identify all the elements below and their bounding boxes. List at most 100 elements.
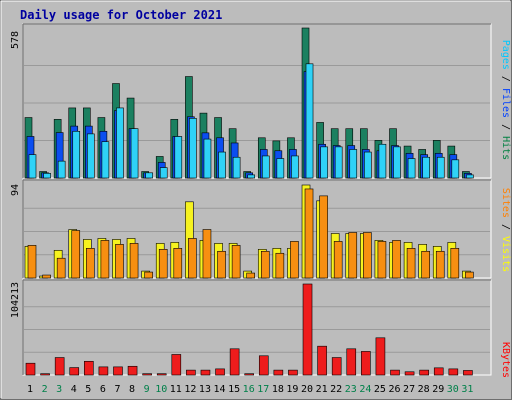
bar-sites-day-9: [144, 271, 153, 279]
svg-text:Pages / Files / Hits: Pages / Files / Hits: [500, 40, 511, 160]
bar-kbytes-day-10: [156, 373, 167, 376]
panel-3-frame: [22, 279, 492, 376]
bar-kbytes-day-6: [98, 366, 109, 376]
x-tick-label: 31: [461, 384, 473, 395]
bar-kbytes-day-29: [433, 367, 444, 376]
bar-sites-day-24: [363, 232, 372, 279]
bar-sites-day-25: [377, 241, 387, 279]
x-tick-label: 3: [56, 384, 62, 395]
bar-sites-day-27: [406, 248, 416, 279]
bar-kbytes-day-28: [419, 369, 429, 376]
x-tick-label: 27: [403, 384, 415, 395]
bar-sites-day-15: [231, 245, 241, 279]
x-tick-label: 20: [301, 384, 313, 395]
bar-kbytes-day-25: [375, 337, 386, 376]
bar-pages-day-6: [101, 141, 110, 179]
bar-pages-day-12: [189, 118, 197, 179]
bar-pages-day-17: [261, 155, 270, 179]
panel2-ymax-label: 94: [10, 184, 21, 196]
bar-sites-day-29: [435, 250, 445, 279]
legend-hits: Hits: [500, 136, 511, 160]
x-tick-label: 28: [418, 384, 430, 395]
bar-sites-day-5: [86, 248, 95, 279]
x-tick-label: 10: [155, 384, 167, 395]
panel1-ymax-label: 578: [10, 31, 21, 49]
bar-kbytes-day-26: [390, 369, 400, 376]
bar-pages-day-4: [72, 130, 81, 179]
x-tick-label: 5: [85, 384, 91, 395]
bar-kbytes-day-1: [25, 362, 36, 376]
bar-kbytes-day-18: [273, 369, 284, 376]
x-tick-label: 17: [257, 384, 269, 395]
bar-sites-day-21: [319, 195, 328, 279]
bar-pages-day-21: [320, 146, 328, 179]
bar-pages-day-30: [451, 159, 460, 179]
bar-sites-day-8: [129, 243, 139, 279]
bar-pages-day-15: [232, 156, 241, 179]
bar-kbytes-day-15: [229, 348, 240, 376]
x-tick-label: 13: [199, 384, 211, 395]
x-tick-label: 7: [114, 384, 120, 395]
legend-visits: Visits: [500, 236, 511, 272]
bar-sites-day-16: [246, 272, 255, 279]
x-tick-label: 4: [71, 384, 77, 395]
bar-kbytes-day-4: [69, 367, 80, 376]
bar-sites-day-26: [392, 240, 401, 279]
bar-pages-day-27: [407, 158, 416, 179]
legend-pages: Pages: [500, 40, 511, 70]
bar-sites-day-19: [290, 241, 299, 279]
legend-files: Files: [500, 88, 511, 118]
bar-kbytes-day-3: [54, 357, 65, 376]
legend-sites: Sites: [500, 188, 511, 218]
bar-sites-day-6: [100, 240, 110, 279]
bar-pages-day-8: [130, 128, 139, 179]
bar-pages-day-20: [305, 63, 314, 179]
bar-kbytes-day-7: [113, 366, 123, 376]
svg-text:Sites / Visits: Sites / Visits: [500, 188, 511, 272]
bar-kbytes-day-21: [317, 345, 327, 376]
bar-sites-day-20: [304, 188, 314, 279]
bar-sites-day-2: [42, 274, 51, 279]
x-tick-label: 23: [345, 384, 357, 395]
x-tick-label: 26: [388, 384, 400, 395]
bar-sites-day-18: [275, 252, 285, 279]
x-tick-label: 11: [170, 384, 182, 395]
bar-pages-day-13: [203, 138, 212, 179]
bar-kbytes-day-24: [361, 351, 371, 376]
panel3-ymax-label: 104213: [10, 282, 21, 318]
x-tick-label: 29: [432, 384, 444, 395]
bar-pages-day-25: [378, 143, 387, 179]
bar-pages-day-19: [291, 155, 299, 179]
bar-kbytes-day-30: [448, 368, 459, 376]
x-tick-label: 15: [228, 384, 240, 395]
bar-pages-day-11: [174, 136, 183, 179]
bar-kbytes-day-27: [404, 371, 415, 376]
bar-pages-day-3: [57, 160, 66, 179]
x-tick-label: 22: [330, 384, 342, 395]
x-tick-label: 8: [129, 384, 135, 395]
panel-backgrounds: [22, 23, 492, 376]
x-tick-label: 9: [144, 384, 150, 395]
bar-sites-day-22: [333, 241, 343, 279]
chart-title: Daily usage for October 2021: [20, 8, 222, 22]
x-tick-label: 2: [42, 384, 48, 395]
bar-kbytes-day-14: [215, 368, 225, 376]
bar-pages-day-26: [393, 146, 401, 179]
x-tick-label: 30: [447, 384, 459, 395]
bar-kbytes-day-19: [288, 369, 298, 376]
bar-pages-day-14: [218, 151, 226, 179]
bar-kbytes-day-31: [463, 370, 473, 376]
bar-sites-day-13: [202, 229, 212, 279]
legend-panel1: Pages / Files / Hits: [500, 40, 511, 160]
bar-pages-day-28: [422, 156, 430, 179]
bar-pages-day-9: [145, 172, 153, 179]
bar-pages-day-2: [43, 173, 51, 179]
legend-panel2: Sites / Visits: [500, 188, 511, 272]
bar-pages-day-5: [87, 133, 95, 179]
bar-pages-day-29: [436, 156, 445, 179]
bar-pages-day-31: [466, 174, 474, 179]
bar-sites-day-4: [71, 230, 81, 279]
bar-sites-day-14: [217, 250, 226, 279]
x-tick-label: 25: [374, 384, 386, 395]
bar-pages-day-18: [276, 158, 285, 179]
